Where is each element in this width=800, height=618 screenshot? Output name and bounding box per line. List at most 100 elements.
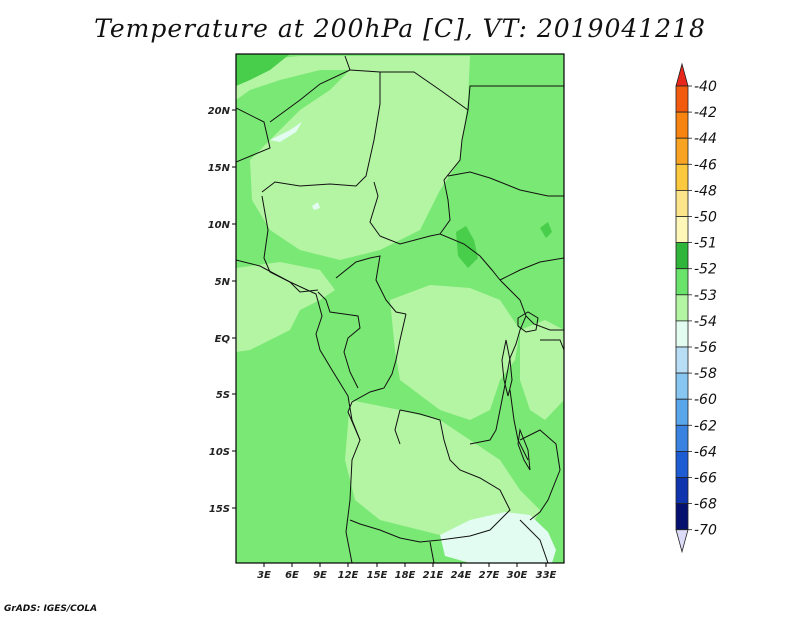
field-region-light-east [520,320,564,420]
longitude-axis: 3E 6E 9E 12E 15E 18E 21E 24E 27E 30E 33E [257,563,557,581]
colorbar-box [675,398,689,426]
lon-tick-label: 15E [367,570,388,581]
colorbar-box [675,424,689,452]
colorbar-box [675,346,689,374]
lon-tick-label: 3E [257,570,271,581]
colorbar-bottom-triangle [675,529,689,554]
colorbar-label: -66 [694,471,717,487]
border-line [369,181,501,281]
colorbar-box [675,268,689,296]
lon-tick-label: 18E [395,570,416,581]
colorbar-top-triangle [675,62,689,87]
colorbar-box [675,189,689,217]
colorbar-box [675,242,689,270]
lon-tick-label: 6E [285,570,299,581]
border-line [269,55,351,123]
country-borders [236,55,564,563]
field-region-cold-small [312,202,320,210]
colorbar-box [675,163,689,191]
colorbar-label: -52 [694,262,717,278]
border-line [394,409,401,445]
lake-outline [517,311,539,333]
lon-tick-label: 33E [536,570,557,581]
colorbar-box [675,372,689,400]
border-line [509,389,529,461]
colorbar-box [675,320,689,348]
field-region-light-center [390,285,520,420]
border-line [525,315,564,331]
colorbar-box [675,450,689,478]
lat-tick-label: 5S [216,390,230,401]
colorbar-label: -53 [694,288,717,304]
colorbar-box [675,294,689,322]
border-line [540,339,564,351]
border-line [345,313,407,563]
colorbar-box [675,137,689,165]
colorbar-box [675,503,689,531]
colorbar-label: -62 [694,418,717,434]
lake-outline [517,428,531,471]
border-line [519,429,561,521]
colorbar-label: -51 [694,236,717,252]
field-region-dark-east-patch [540,222,552,238]
lat-tick-label: 10S [209,447,230,458]
colorbar-box [675,85,689,113]
temperature-field [236,54,564,563]
lon-tick-label: 12E [338,570,359,581]
software-credit: GrADS: IGES/COLA [4,604,98,614]
colorbar-label: -44 [694,131,717,147]
border-line [349,409,511,543]
lon-tick-label: 27E [479,570,500,581]
border-line [519,519,549,563]
colorbar-label: -42 [694,105,717,121]
colorbar-label: -64 [694,444,717,460]
field-region-dark-nw [236,54,290,86]
lat-tick-label: 15S [209,504,230,515]
border-line [261,69,381,193]
colorbar-box [675,111,689,139]
border-line [261,195,319,293]
colorbar-label: -48 [694,183,717,199]
field-region-light-west [236,262,335,352]
lat-tick-label: 5N [215,277,231,288]
colorbar-label: -58 [694,366,717,382]
field-region-dark-center-east [456,226,478,268]
lon-tick-label: 21E [423,570,444,581]
border-line [447,171,564,197]
lon-tick-label: 30E [507,570,528,581]
field-region-light-north [236,56,470,260]
colorbar-label: -68 [694,497,717,513]
field-region-cold-south [440,512,556,563]
colorbar-box [675,216,689,244]
field-region-cold-northwest [270,122,302,142]
border-line [429,541,435,563]
colorbar-label: -60 [694,392,717,408]
border-line [317,291,361,389]
lake-outline [501,339,513,397]
border-line [499,257,564,281]
field-region-light-south [345,400,540,540]
colorbar-label: -50 [694,210,717,226]
colorbar-label: -40 [694,79,717,95]
chart-title: Temperature at 200hPa [C], VT: 201904121… [94,14,706,43]
colorbar-box [675,477,689,505]
colorbar: -40 -42 -44 -46 -48 -50 -51 -52 -53 -54 -56 -58 -60 -… [675,62,717,554]
colorbar-label: -56 [694,340,717,356]
lat-tick-label: 10N [208,220,231,231]
lon-tick-label: 9E [313,570,327,581]
coastline [236,259,361,441]
border-line [236,107,271,163]
colorbar-label: -46 [694,157,717,173]
lat-tick-label: 15N [208,163,231,174]
colorbar-label: -54 [694,314,717,330]
lat-tick-label: 20N [208,106,231,117]
lat-tick-label: EQ [215,334,231,345]
lon-tick-label: 24E [451,570,472,581]
border-line [380,71,564,111]
border-line [439,109,469,235]
map-frame [235,53,565,564]
colorbar-label: -70 [694,523,717,539]
border-line [335,255,407,315]
latitude-axis: 20N 15N 10N 5N EQ 5S 10S 15S [208,106,236,515]
